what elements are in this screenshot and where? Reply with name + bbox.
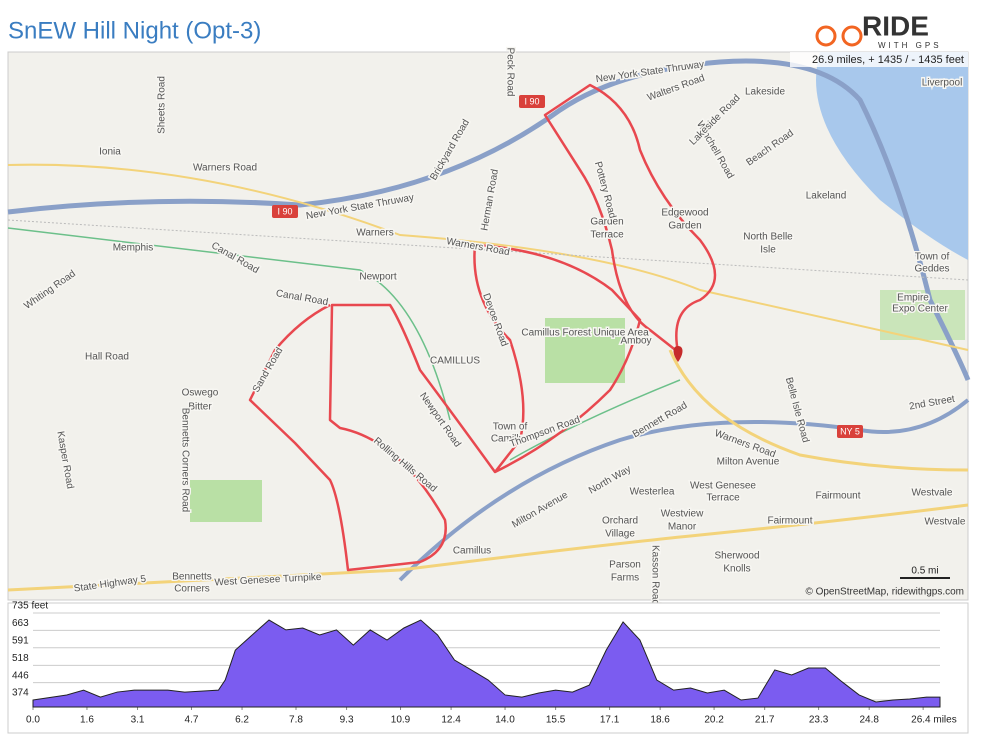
route-stats: 26.9 miles, + 1435 / - 1435 feet	[812, 54, 964, 66]
map-features	[7, 52, 971, 592]
map-label: Peck Road	[504, 48, 515, 97]
map-label: Geddes	[914, 264, 949, 275]
map-label: Village	[605, 529, 635, 540]
scale-label: 0.5 mi	[911, 566, 938, 577]
map-label: Milton Avenue	[717, 457, 780, 468]
map-label: Bennetts	[172, 572, 211, 583]
x-tick-label: 26.4 miles	[911, 715, 957, 726]
y-tick-label: 518	[12, 653, 29, 664]
map-label: Warners	[356, 228, 393, 239]
road-shield-label: NY 5	[840, 426, 860, 436]
map-label: Fairmount	[815, 491, 860, 502]
map-label: Terrace	[590, 230, 624, 241]
y-tick-label: 735 feet	[12, 601, 48, 612]
x-tick-label: 18.6	[650, 715, 670, 726]
x-tick-label: 0.0	[26, 715, 40, 726]
map-label: Town of	[493, 422, 528, 433]
map-label: Newport	[359, 272, 396, 283]
map-label: Kasson Road	[649, 545, 660, 605]
map-label: Memphis	[113, 243, 154, 254]
x-tick-label: 12.4	[441, 715, 461, 726]
attribution: © OpenStreetMap, ridewithgps.com	[805, 587, 964, 598]
route-title: SnEW Hill Night (Opt-3)	[8, 17, 261, 44]
x-tick-label: 24.8	[859, 715, 879, 726]
map-label: Isle	[760, 245, 776, 256]
logo: RIDE WITH GPS	[815, 10, 942, 50]
map	[7, 51, 969, 601]
x-tick-label: 7.8	[289, 715, 303, 726]
logo-text: RIDE	[862, 10, 929, 41]
map-label: Terrace	[706, 493, 740, 504]
map-label: CAMILLUS	[430, 356, 480, 367]
map-label: Manor	[668, 522, 697, 533]
elevation-area	[32, 619, 941, 708]
x-tick-label: 4.7	[185, 715, 199, 726]
x-tick-label: 6.2	[235, 715, 249, 726]
y-tick-label: 591	[12, 635, 29, 646]
x-tick-label: 21.7	[755, 715, 775, 726]
map-label: Westvale	[925, 517, 966, 528]
y-tick-label: 374	[12, 688, 29, 699]
x-tick-label: 9.3	[340, 715, 354, 726]
map-label: Hall Road	[85, 352, 129, 363]
x-tick-label: 15.5	[546, 715, 566, 726]
map-label: Parson	[609, 560, 641, 571]
x-tick-label: 3.1	[131, 715, 145, 726]
map-label: Bennetts Corners Road	[179, 408, 190, 513]
map-label: Ionia	[99, 147, 121, 158]
road-shield	[519, 95, 545, 108]
map-label: Garden	[668, 221, 701, 232]
map-label: Corners	[174, 584, 210, 595]
map-label: Farms	[611, 573, 639, 584]
x-tick-label: 23.3	[809, 715, 829, 726]
map-label: Camillus Forest Unique Area	[521, 328, 649, 339]
x-tick-label: 1.6	[80, 715, 94, 726]
map-label: Camillus	[453, 546, 491, 557]
map-label: North Belle	[743, 232, 793, 243]
map-label: Camillus	[491, 434, 529, 445]
map-label: Westvale	[912, 488, 953, 499]
start-marker	[673, 346, 683, 362]
x-tick-label: 17.1	[600, 715, 620, 726]
map-label: Sherwood	[714, 551, 759, 562]
map-label: Warners Road	[193, 163, 257, 174]
logo-sub: WITH GPS	[878, 41, 942, 50]
map-label: Edgewood	[661, 208, 708, 219]
x-tick-label: 10.9	[391, 715, 411, 726]
map-label: Amboy	[620, 336, 651, 347]
road-shield	[272, 205, 298, 218]
map-label: Bitter	[188, 402, 212, 413]
x-tick-label: 14.0	[495, 715, 515, 726]
road-shield-label: I 90	[524, 96, 539, 106]
map-label: Lakeside	[745, 87, 785, 98]
map-label: Sheets Road	[157, 76, 168, 134]
x-tick-label: 20.2	[704, 715, 724, 726]
map-label: Westview	[661, 509, 704, 520]
map-label: Empire	[897, 293, 929, 304]
map-label: Expo Center	[892, 304, 948, 315]
route-line	[248, 83, 717, 572]
map-label: Town of	[915, 252, 950, 263]
road-shield	[837, 425, 863, 438]
map-label: Westerlea	[630, 487, 675, 498]
y-tick-label: 446	[12, 670, 29, 681]
y-tick-label: 663	[12, 618, 29, 629]
map-label: West Genesee	[690, 481, 756, 492]
map-label: Orchard	[602, 516, 638, 527]
map-label: Liverpool	[922, 78, 963, 89]
map-label: Garden	[590, 217, 623, 228]
road-shield-label: I 90	[277, 206, 292, 216]
map-label: Oswego	[182, 388, 219, 399]
map-label: Knolls	[723, 564, 750, 575]
map-label: Fairmount	[767, 516, 812, 527]
map-label: Lakeland	[806, 191, 847, 202]
